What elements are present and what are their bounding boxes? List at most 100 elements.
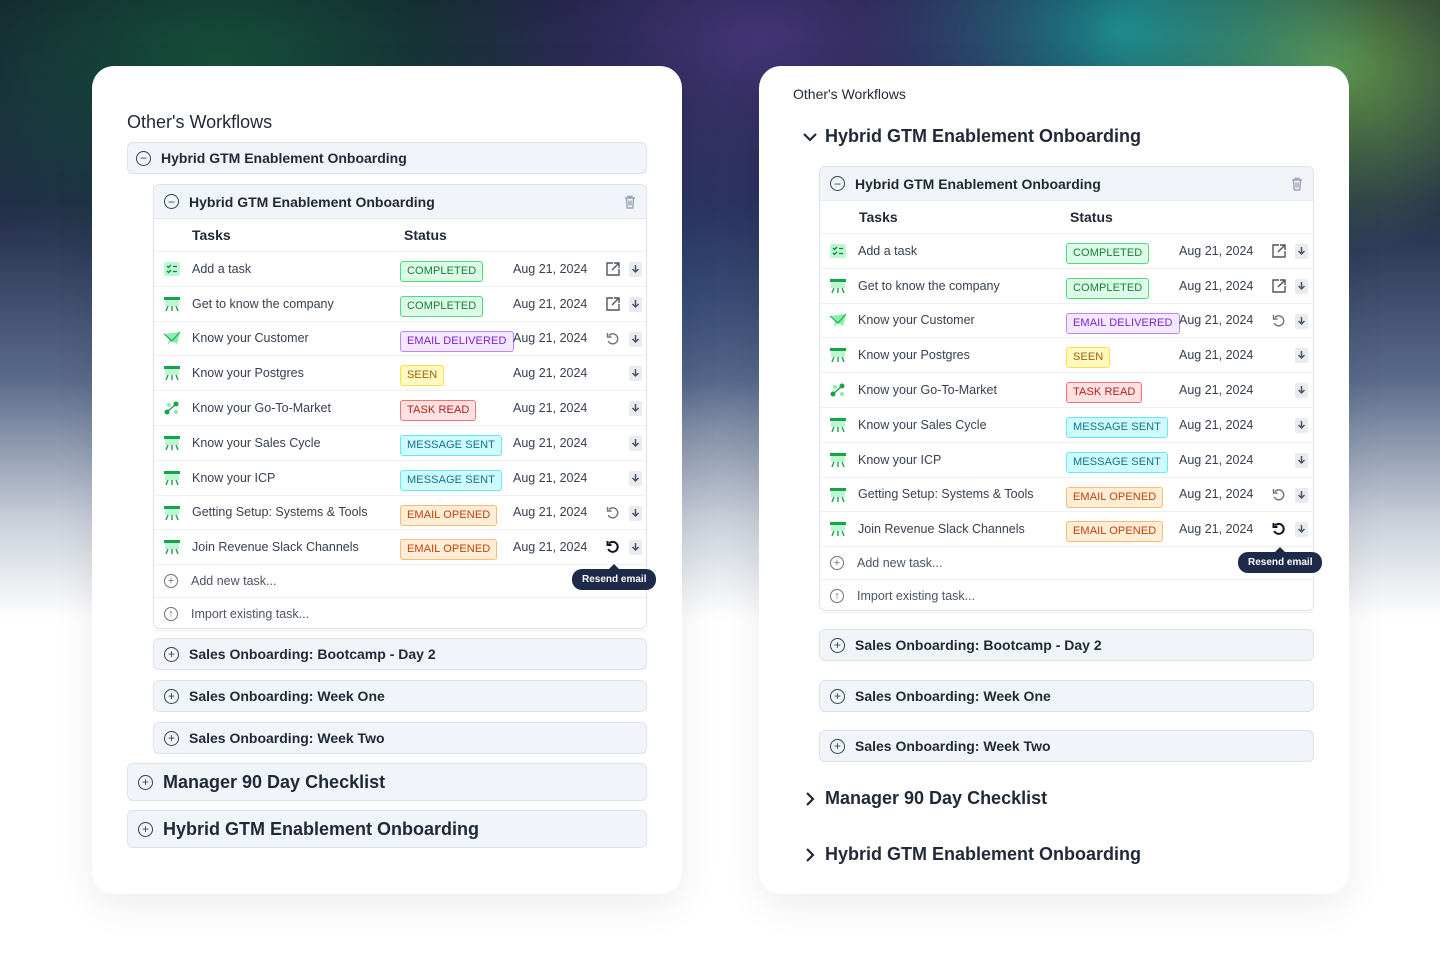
- table-row[interactable]: Know your Go-To-Market TASK READ Aug 21, 2…: [154, 391, 646, 426]
- table-row[interactable]: Getting Setup: Systems & Tools EMAIL OPEN…: [154, 496, 646, 531]
- task-name[interactable]: Getting Setup: Systems & Tools: [192, 505, 368, 520]
- download-icon[interactable]: [1295, 313, 1308, 329]
- download-icon[interactable]: [629, 505, 642, 521]
- download-icon[interactable]: [629, 540, 642, 556]
- panel-header[interactable]: − Hybrid GTM Enablement Onboarding: [154, 185, 646, 219]
- sub-workflow-header[interactable]: + Sales Onboarding: Bootcamp - Day 2: [153, 638, 647, 670]
- table-row[interactable]: Know your Sales Cycle MESSAGE SENT Aug 21,…: [820, 408, 1313, 443]
- table-row[interactable]: Join Revenue Slack Channels EMAIL OPENED A…: [154, 530, 646, 566]
- open-external-icon[interactable]: [1272, 244, 1286, 258]
- download-icon[interactable]: [1295, 244, 1308, 259]
- expand-icon[interactable]: +: [138, 774, 153, 790]
- panel-header[interactable]: − Hybrid GTM Enablement Onboarding: [820, 167, 1313, 201]
- sub-workflow-header[interactable]: + Sales Onboarding: Bootcamp - Day 2: [819, 629, 1314, 661]
- collapse-icon[interactable]: −: [164, 194, 179, 209]
- task-name[interactable]: Add a task: [858, 243, 918, 258]
- expand-icon[interactable]: +: [830, 738, 845, 754]
- table-row[interactable]: Get to know the company COMPLETED Aug 21, …: [820, 269, 1313, 304]
- resend-icon[interactable]: [1272, 488, 1286, 502]
- resend-icon[interactable]: [606, 506, 620, 520]
- workflow-tree-header[interactable]: Hybrid GTM Enablement Onboarding: [801, 126, 1141, 147]
- table-row[interactable]: Know your Customer EMAIL DELIVERED Aug 21,…: [820, 304, 1313, 339]
- expand-icon[interactable]: +: [164, 688, 179, 704]
- task-date: Aug 21, 2024: [1179, 417, 1254, 432]
- task-name[interactable]: Know your Postgres: [858, 348, 970, 363]
- table-row[interactable]: Know your Postgres SEEN Aug 21, 2024: [154, 356, 646, 392]
- task-name[interactable]: Get to know the company: [858, 278, 1000, 293]
- workflow-group-header[interactable]: + Manager 90 Day Checklist: [127, 763, 647, 801]
- download-icon[interactable]: [1295, 383, 1308, 399]
- task-name[interactable]: Know your Customer: [192, 331, 309, 346]
- task-name[interactable]: Know your Sales Cycle: [192, 435, 321, 450]
- collapse-icon[interactable]: −: [136, 150, 151, 166]
- task-name[interactable]: Know your Customer: [858, 313, 975, 328]
- trash-icon[interactable]: [1289, 176, 1305, 192]
- open-external-icon[interactable]: [1272, 279, 1286, 293]
- collapse-icon[interactable]: −: [830, 176, 845, 191]
- expand-icon[interactable]: +: [138, 821, 153, 837]
- task-name[interactable]: Join Revenue Slack Channels: [192, 540, 359, 555]
- workflow-tree-header[interactable]: Hybrid GTM Enablement Onboarding: [801, 844, 1141, 865]
- resend-icon[interactable]: [606, 332, 620, 346]
- download-icon[interactable]: [1295, 278, 1308, 294]
- open-external-icon[interactable]: [606, 262, 620, 276]
- open-external-icon[interactable]: [606, 297, 620, 311]
- chevron-down-icon[interactable]: [801, 128, 819, 146]
- table-row[interactable]: Get to know the company COMPLETED Aug 21, …: [154, 287, 646, 322]
- task-name[interactable]: Know your ICP: [192, 470, 276, 485]
- workflow-tree-header[interactable]: Manager 90 Day Checklist: [801, 788, 1047, 809]
- table-row[interactable]: Know your Go-To-Market TASK READ Aug 21, 2…: [820, 373, 1313, 408]
- expand-icon[interactable]: +: [164, 646, 179, 662]
- table-row[interactable]: Know your Postgres SEEN Aug 21, 2024: [820, 338, 1313, 374]
- workflow-group-header[interactable]: − Hybrid GTM Enablement Onboarding: [127, 142, 647, 174]
- sub-workflow-header[interactable]: + Sales Onboarding: Week Two: [153, 722, 647, 754]
- expand-icon[interactable]: +: [830, 688, 845, 704]
- add-new-task-row[interactable]: + Add new task...: [820, 547, 1313, 581]
- workflow-group-header[interactable]: + Hybrid GTM Enablement Onboarding: [127, 810, 647, 848]
- sub-workflow-header[interactable]: + Sales Onboarding: Week Two: [819, 730, 1314, 762]
- add-new-task-row[interactable]: + Add new task...: [154, 565, 646, 599]
- import-existing-task-row[interactable]: ↑ Import existing task...: [820, 580, 1313, 614]
- resend-icon[interactable]: [1272, 314, 1286, 328]
- download-icon[interactable]: [1295, 417, 1308, 433]
- task-name[interactable]: Add a task: [192, 261, 252, 276]
- sub-workflow-header[interactable]: + Sales Onboarding: Week One: [819, 680, 1314, 712]
- task-name[interactable]: Join Revenue Slack Channels: [858, 522, 1025, 537]
- download-icon[interactable]: [629, 435, 642, 451]
- task-name[interactable]: Getting Setup: Systems & Tools: [858, 487, 1034, 502]
- chevron-right-icon[interactable]: [801, 790, 819, 808]
- download-icon[interactable]: [629, 401, 642, 417]
- expand-icon[interactable]: +: [830, 637, 845, 653]
- download-icon[interactable]: [1295, 348, 1308, 364]
- resend-icon[interactable]: [606, 540, 620, 554]
- download-icon[interactable]: [629, 366, 642, 382]
- download-icon[interactable]: [1295, 452, 1308, 468]
- table-row[interactable]: Add a task COMPLETED Aug 21, 2024: [154, 252, 646, 287]
- chevron-right-icon[interactable]: [801, 846, 819, 864]
- table-row[interactable]: Know your Sales Cycle MESSAGE SENT Aug 21,…: [154, 426, 646, 461]
- download-icon[interactable]: [629, 296, 642, 312]
- table-row[interactable]: Know your ICP MESSAGE SENT Aug 21, 2024: [820, 443, 1313, 478]
- expand-icon[interactable]: +: [164, 730, 179, 746]
- task-name[interactable]: Know your Go-To-Market: [858, 383, 997, 398]
- sub-workflow-header[interactable]: + Sales Onboarding: Week One: [153, 680, 647, 712]
- download-icon[interactable]: [629, 470, 642, 486]
- table-row[interactable]: Getting Setup: Systems & Tools EMAIL OPEN…: [820, 478, 1313, 513]
- download-icon[interactable]: [1295, 522, 1308, 538]
- upload-icon: ↑: [830, 589, 844, 604]
- task-name[interactable]: Know your Sales Cycle: [858, 417, 987, 432]
- table-row[interactable]: Add a task COMPLETED Aug 21, 2024: [820, 234, 1313, 269]
- resend-icon[interactable]: [1272, 522, 1286, 536]
- task-name[interactable]: Know your Go-To-Market: [192, 401, 331, 416]
- trash-icon[interactable]: [622, 194, 638, 210]
- task-name[interactable]: Know your ICP: [858, 452, 942, 467]
- task-name[interactable]: Know your Postgres: [192, 366, 304, 381]
- download-icon[interactable]: [629, 262, 642, 277]
- table-row[interactable]: Join Revenue Slack Channels EMAIL OPENED A…: [820, 512, 1313, 548]
- table-row[interactable]: Know your Customer EMAIL DELIVERED Aug 21,…: [154, 322, 646, 357]
- download-icon[interactable]: [1295, 487, 1308, 503]
- task-name[interactable]: Get to know the company: [192, 296, 334, 311]
- import-existing-task-row[interactable]: ↑ Import existing task...: [154, 598, 646, 632]
- table-row[interactable]: Know your ICP MESSAGE SENT Aug 21, 2024: [154, 461, 646, 496]
- download-icon[interactable]: [629, 331, 642, 347]
